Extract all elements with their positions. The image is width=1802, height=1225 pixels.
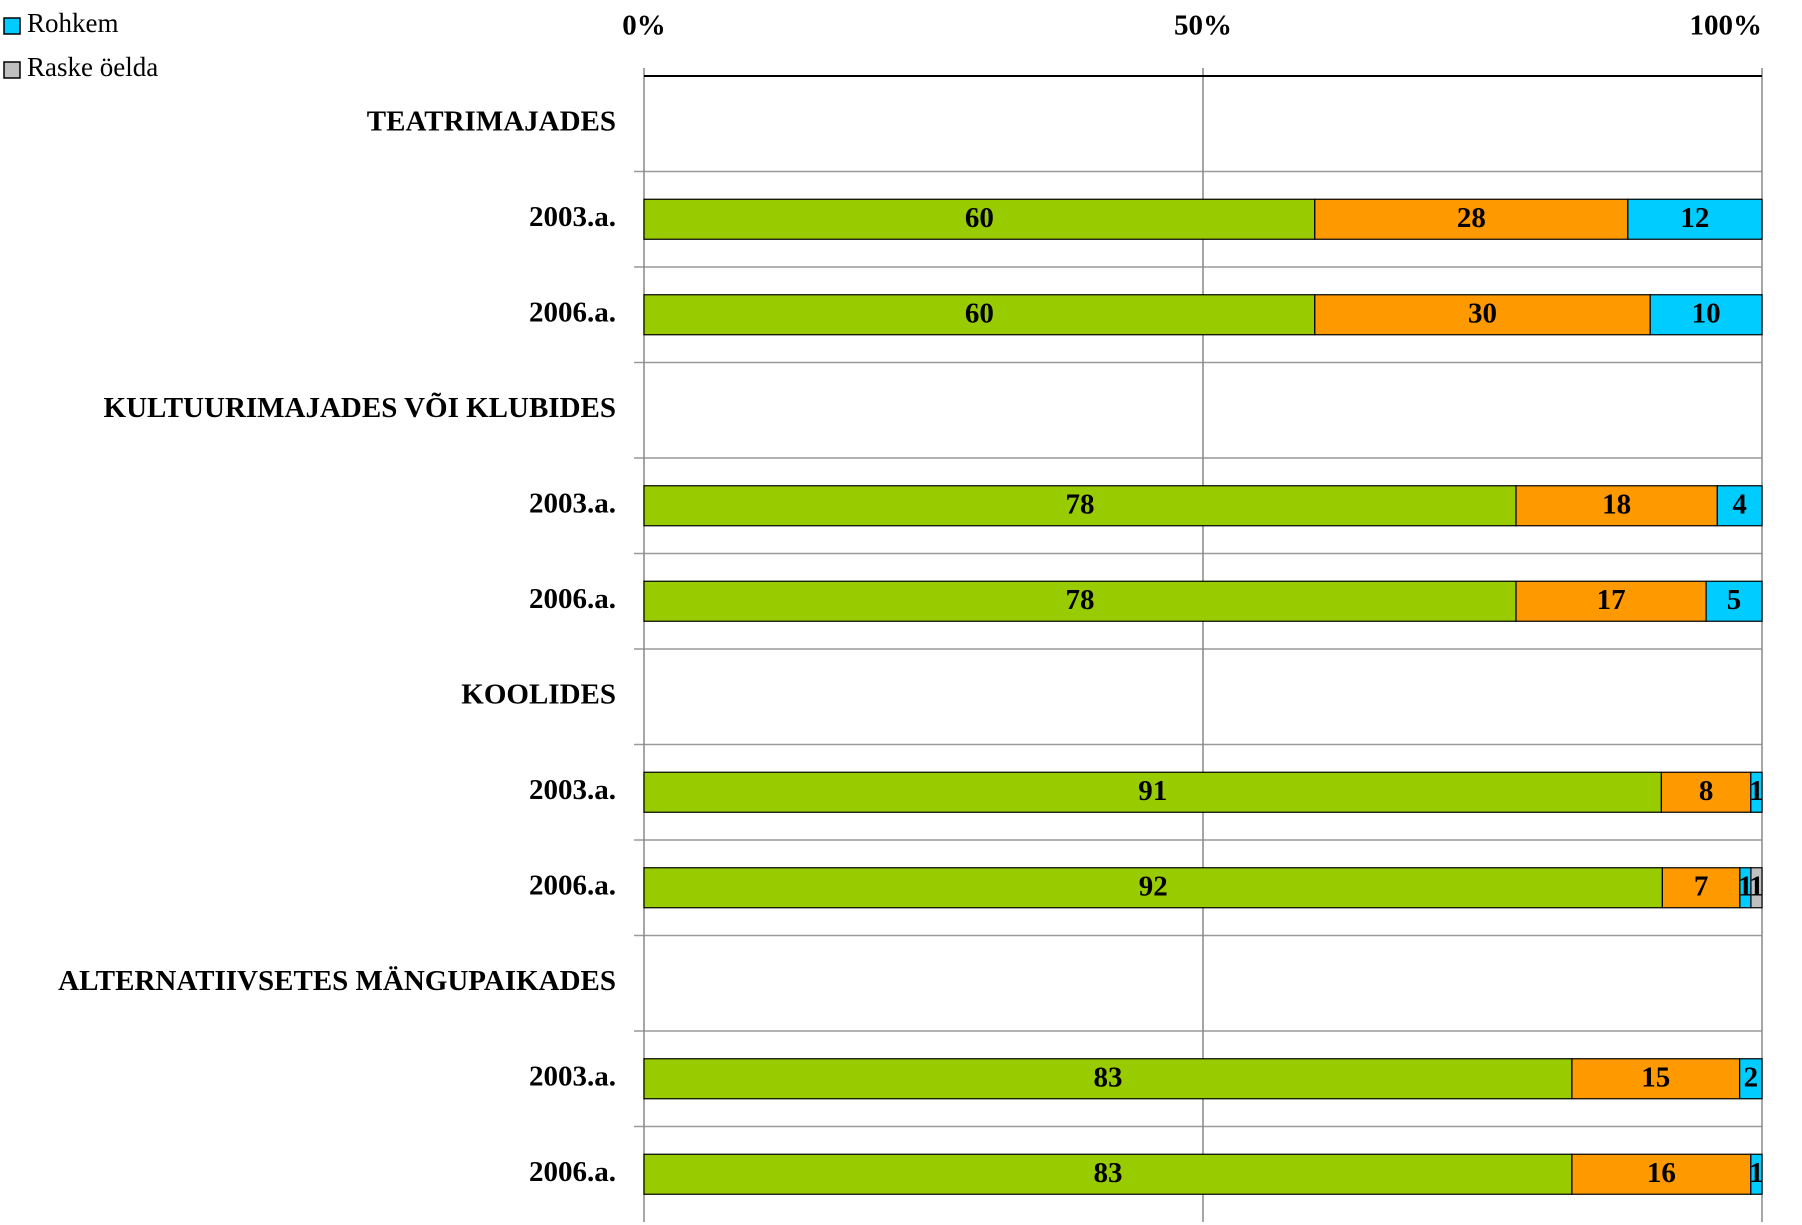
bar-segment	[643, 580, 1517, 622]
legend-swatch	[3, 61, 21, 79]
bar-segment	[1571, 1153, 1752, 1195]
bar-segment	[643, 867, 1663, 909]
y-tick-label: TEATRIMAJADES	[367, 105, 616, 137]
bar-segment	[1660, 771, 1752, 813]
bar-segment	[1627, 198, 1763, 240]
value-label: 15	[1641, 1061, 1670, 1093]
bar-segment	[1705, 580, 1763, 622]
value-label: 60	[965, 202, 994, 234]
bar-segment	[1571, 1058, 1741, 1100]
y-tick-label: KULTUURIMAJADES VÕI KLUBIDES	[104, 391, 616, 424]
value-label: 83	[1093, 1061, 1122, 1093]
bar-segment	[1515, 580, 1707, 622]
y-tick-label: 2003.a.	[529, 487, 616, 519]
value-label: 60	[965, 297, 994, 329]
value-label: 78	[1066, 488, 1095, 520]
value-label: 17	[1597, 584, 1626, 616]
y-tick-label: 2006.a.	[529, 869, 616, 901]
value-label: 1	[1749, 870, 1764, 902]
y-tick-label: 2003.a.	[529, 774, 616, 806]
bar-segment	[643, 1058, 1573, 1100]
value-label: 18	[1602, 488, 1631, 520]
y-tick-label: 2003.a.	[529, 1060, 616, 1092]
value-label: 16	[1647, 1157, 1676, 1189]
legend-label: Rohkem	[27, 8, 119, 38]
bar-segment	[1716, 485, 1763, 527]
y-tick-label: KOOLIDES	[461, 678, 616, 710]
y-tick-label: 2003.a.	[529, 201, 616, 233]
bar-segment	[1314, 294, 1651, 336]
value-label: 30	[1468, 297, 1497, 329]
value-label: 28	[1457, 202, 1486, 234]
bar-segment	[1661, 867, 1741, 909]
value-label: 12	[1680, 202, 1709, 234]
bar-segment	[1515, 485, 1718, 527]
bar-segment	[1750, 867, 1763, 909]
value-label: 2	[1744, 1061, 1759, 1093]
bar-segment	[643, 1153, 1573, 1195]
value-label: 5	[1727, 584, 1742, 616]
y-tick-label: 2006.a.	[529, 1156, 616, 1188]
value-label: 10	[1692, 297, 1721, 329]
bar-segment	[643, 294, 1316, 336]
bar-segment	[1750, 771, 1763, 813]
value-label: 83	[1093, 1157, 1122, 1189]
value-label: 78	[1066, 584, 1095, 616]
value-label: 8	[1699, 775, 1714, 807]
bar-segment	[643, 771, 1662, 813]
y-tick-label: 2006.a.	[529, 296, 616, 328]
bar-segment	[643, 485, 1517, 527]
bar-segment	[1739, 1058, 1763, 1100]
legend-swatch	[3, 17, 21, 35]
y-tick-label: ALTERNATIIVSETES MÄNGUPAIKADES	[58, 965, 616, 997]
legend-label: Raske öelda	[27, 52, 158, 82]
bar-segment	[1649, 294, 1763, 336]
value-label: 92	[1139, 870, 1168, 902]
value-label: 1	[1749, 775, 1764, 807]
value-label: 91	[1138, 775, 1167, 807]
value-label: 1	[1749, 1157, 1764, 1189]
x-tick-label: 0%	[622, 10, 666, 42]
bar-segment	[1750, 1153, 1763, 1195]
value-label: 4	[1732, 488, 1747, 520]
value-label: 1	[1738, 870, 1753, 902]
x-tick-label: 50%	[1174, 10, 1232, 42]
bar-segment	[643, 198, 1316, 240]
y-tick-label: 2006.a.	[529, 583, 616, 615]
value-label: 7	[1694, 870, 1709, 902]
x-tick-label: 100%	[1690, 10, 1763, 42]
